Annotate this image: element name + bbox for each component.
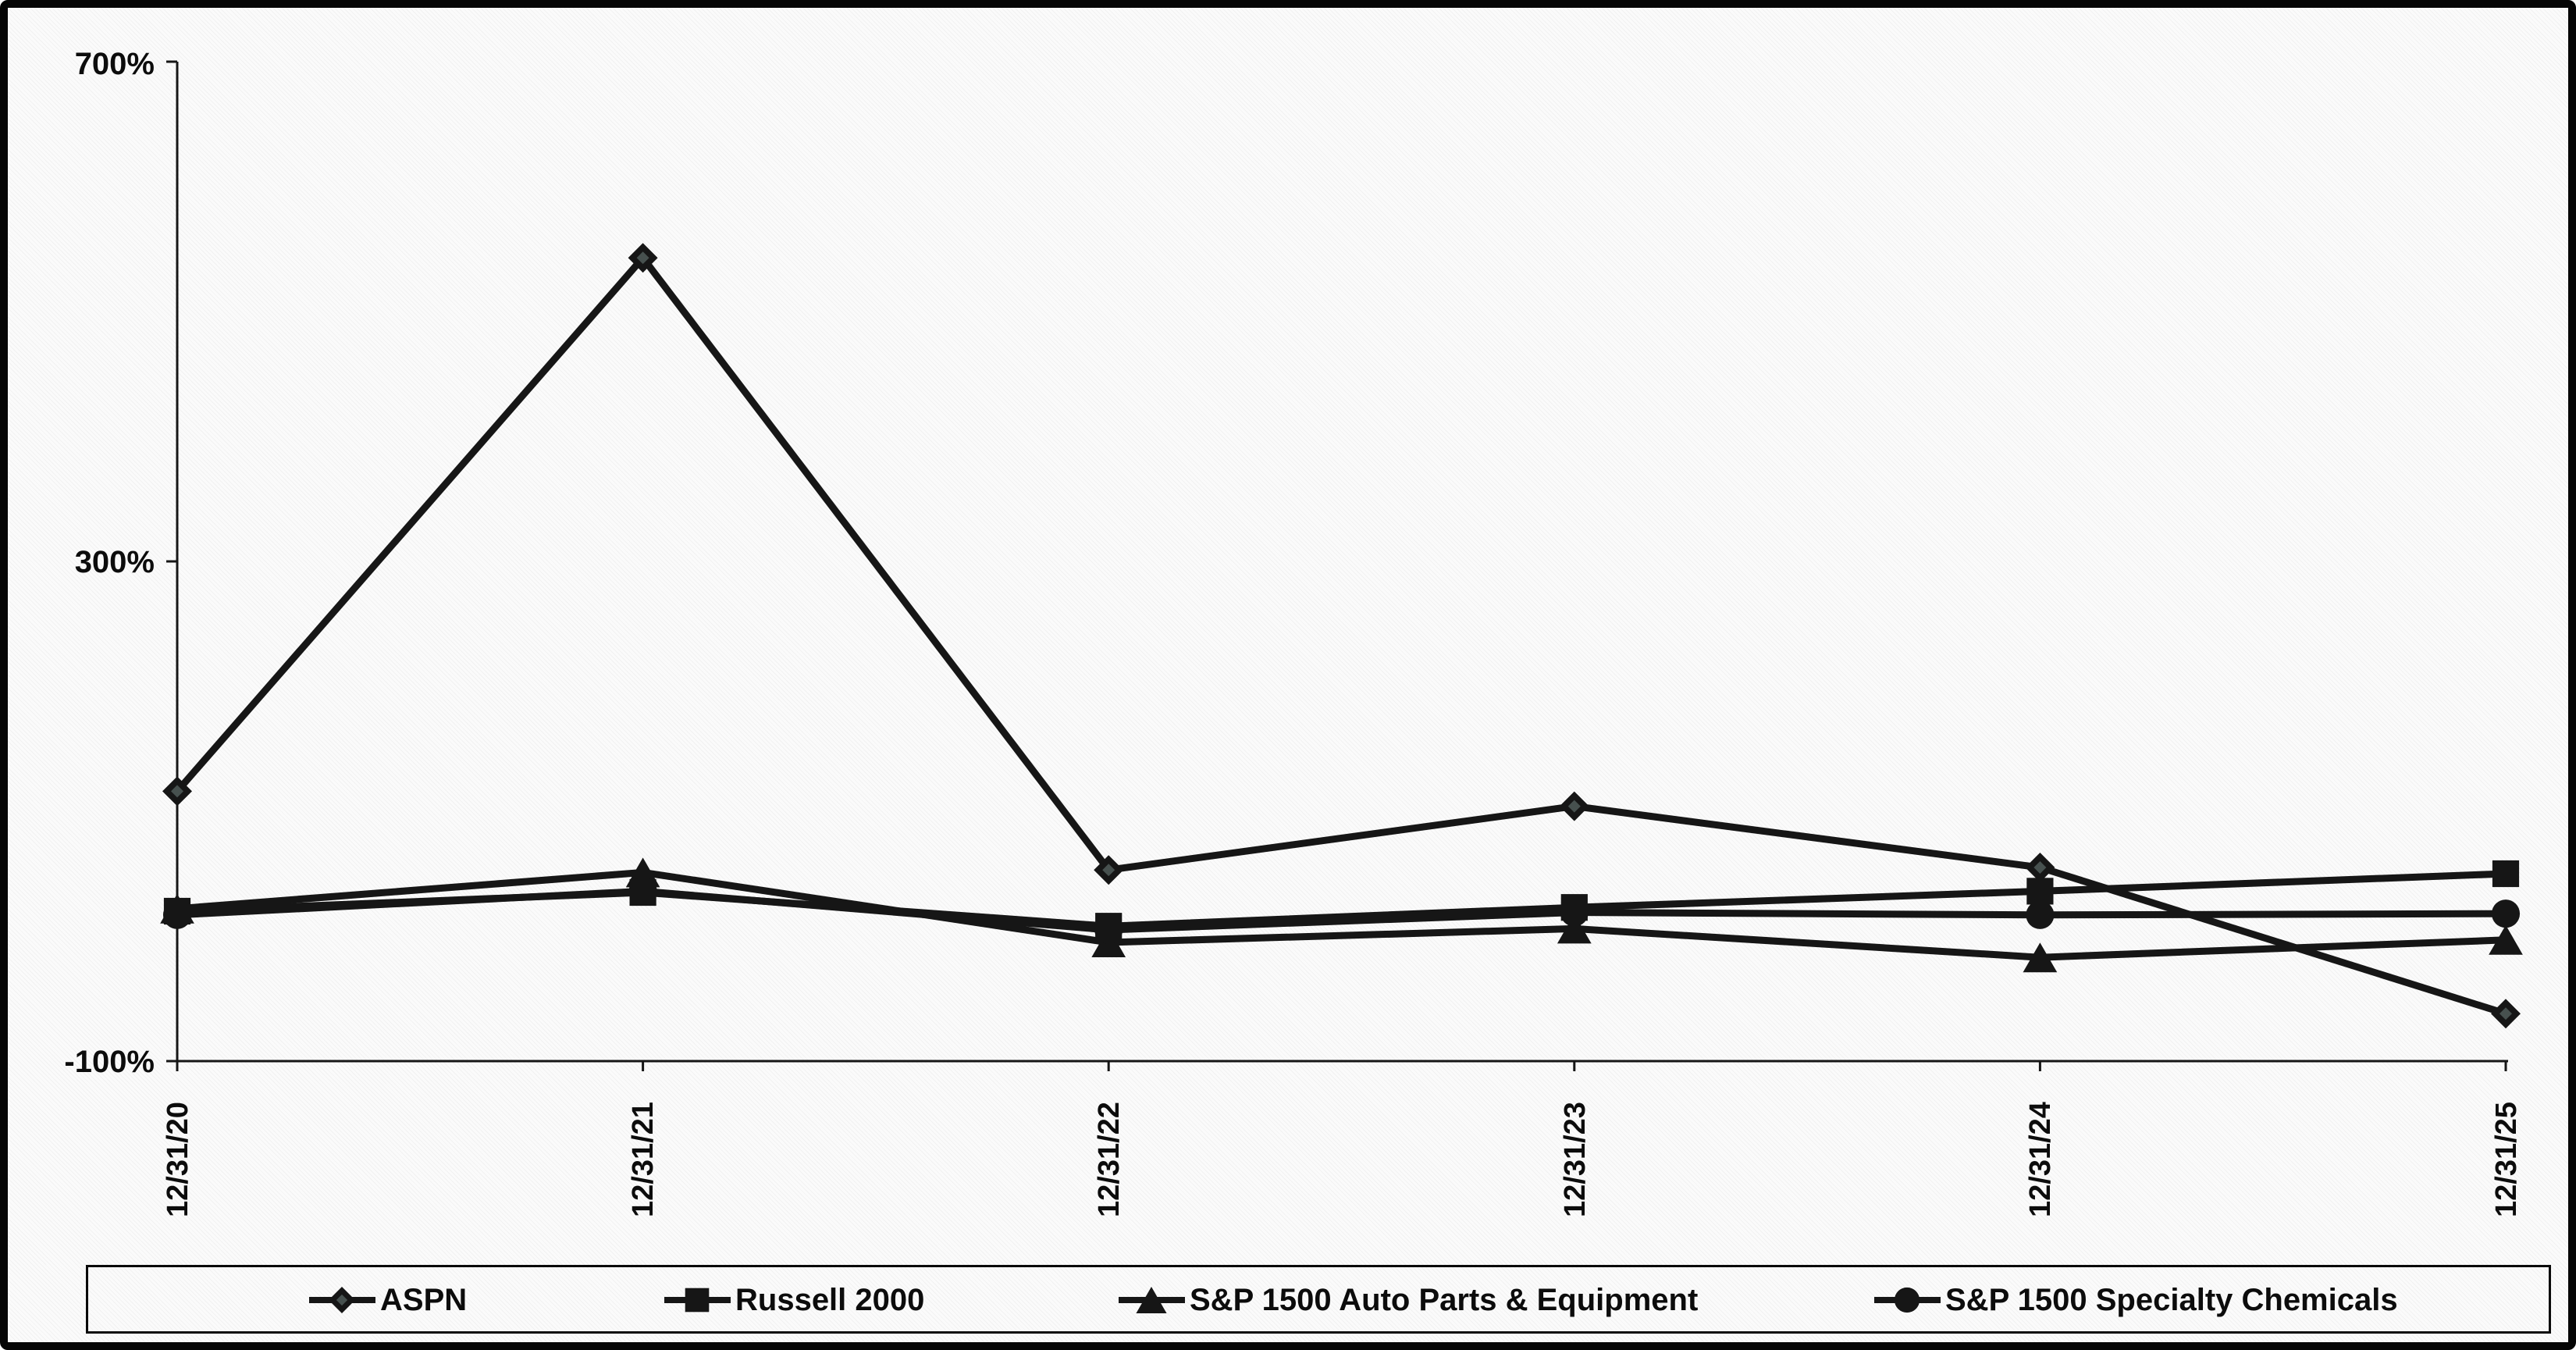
- x-axis-label-2020: 12/31/20: [162, 1102, 194, 1217]
- legend-item-russell-2000: Russell 2000: [664, 1282, 924, 1318]
- x-axis-label-2022: 12/31/22: [1093, 1102, 1126, 1217]
- x-axis-label-2025: 12/31/25: [2490, 1102, 2523, 1217]
- square-marker-icon: [664, 1288, 731, 1313]
- triangle-marker-icon: [1119, 1287, 1185, 1313]
- x-axis-label-2023: 12/31/23: [1559, 1102, 1592, 1217]
- legend-item-specialty-chemicals: S&P 1500 Specialty Chemicals: [1874, 1282, 2398, 1318]
- performance-chart: [160, 60, 2523, 1071]
- circle-marker-icon: [1874, 1287, 1941, 1313]
- legend-item-auto-parts: S&P 1500 Auto Parts & Equipment: [1119, 1282, 1698, 1318]
- y-axis-label-300: 300%: [74, 545, 155, 579]
- legend-item-label: S&P 1500 Specialty Chemicals: [1945, 1283, 2398, 1317]
- legend-item-aspn: ASPN: [309, 1282, 467, 1318]
- diamond-marker-icon: [309, 1287, 375, 1313]
- legend-item-label: S&P 1500 Auto Parts & Equipment: [1190, 1283, 1699, 1317]
- y-axis-label-neg100: -100%: [64, 1045, 155, 1079]
- x-axis-label-2021: 12/31/21: [627, 1102, 660, 1217]
- y-axis-label-700: 700%: [74, 47, 155, 81]
- legend-item-label: ASPN: [380, 1283, 468, 1317]
- legend: ASPN Russell 2000 S&P 1500 Auto Parts & …: [86, 1265, 2551, 1334]
- x-axis-label-2024: 12/31/24: [2024, 1102, 2057, 1217]
- legend-item-label: Russell 2000: [735, 1283, 925, 1317]
